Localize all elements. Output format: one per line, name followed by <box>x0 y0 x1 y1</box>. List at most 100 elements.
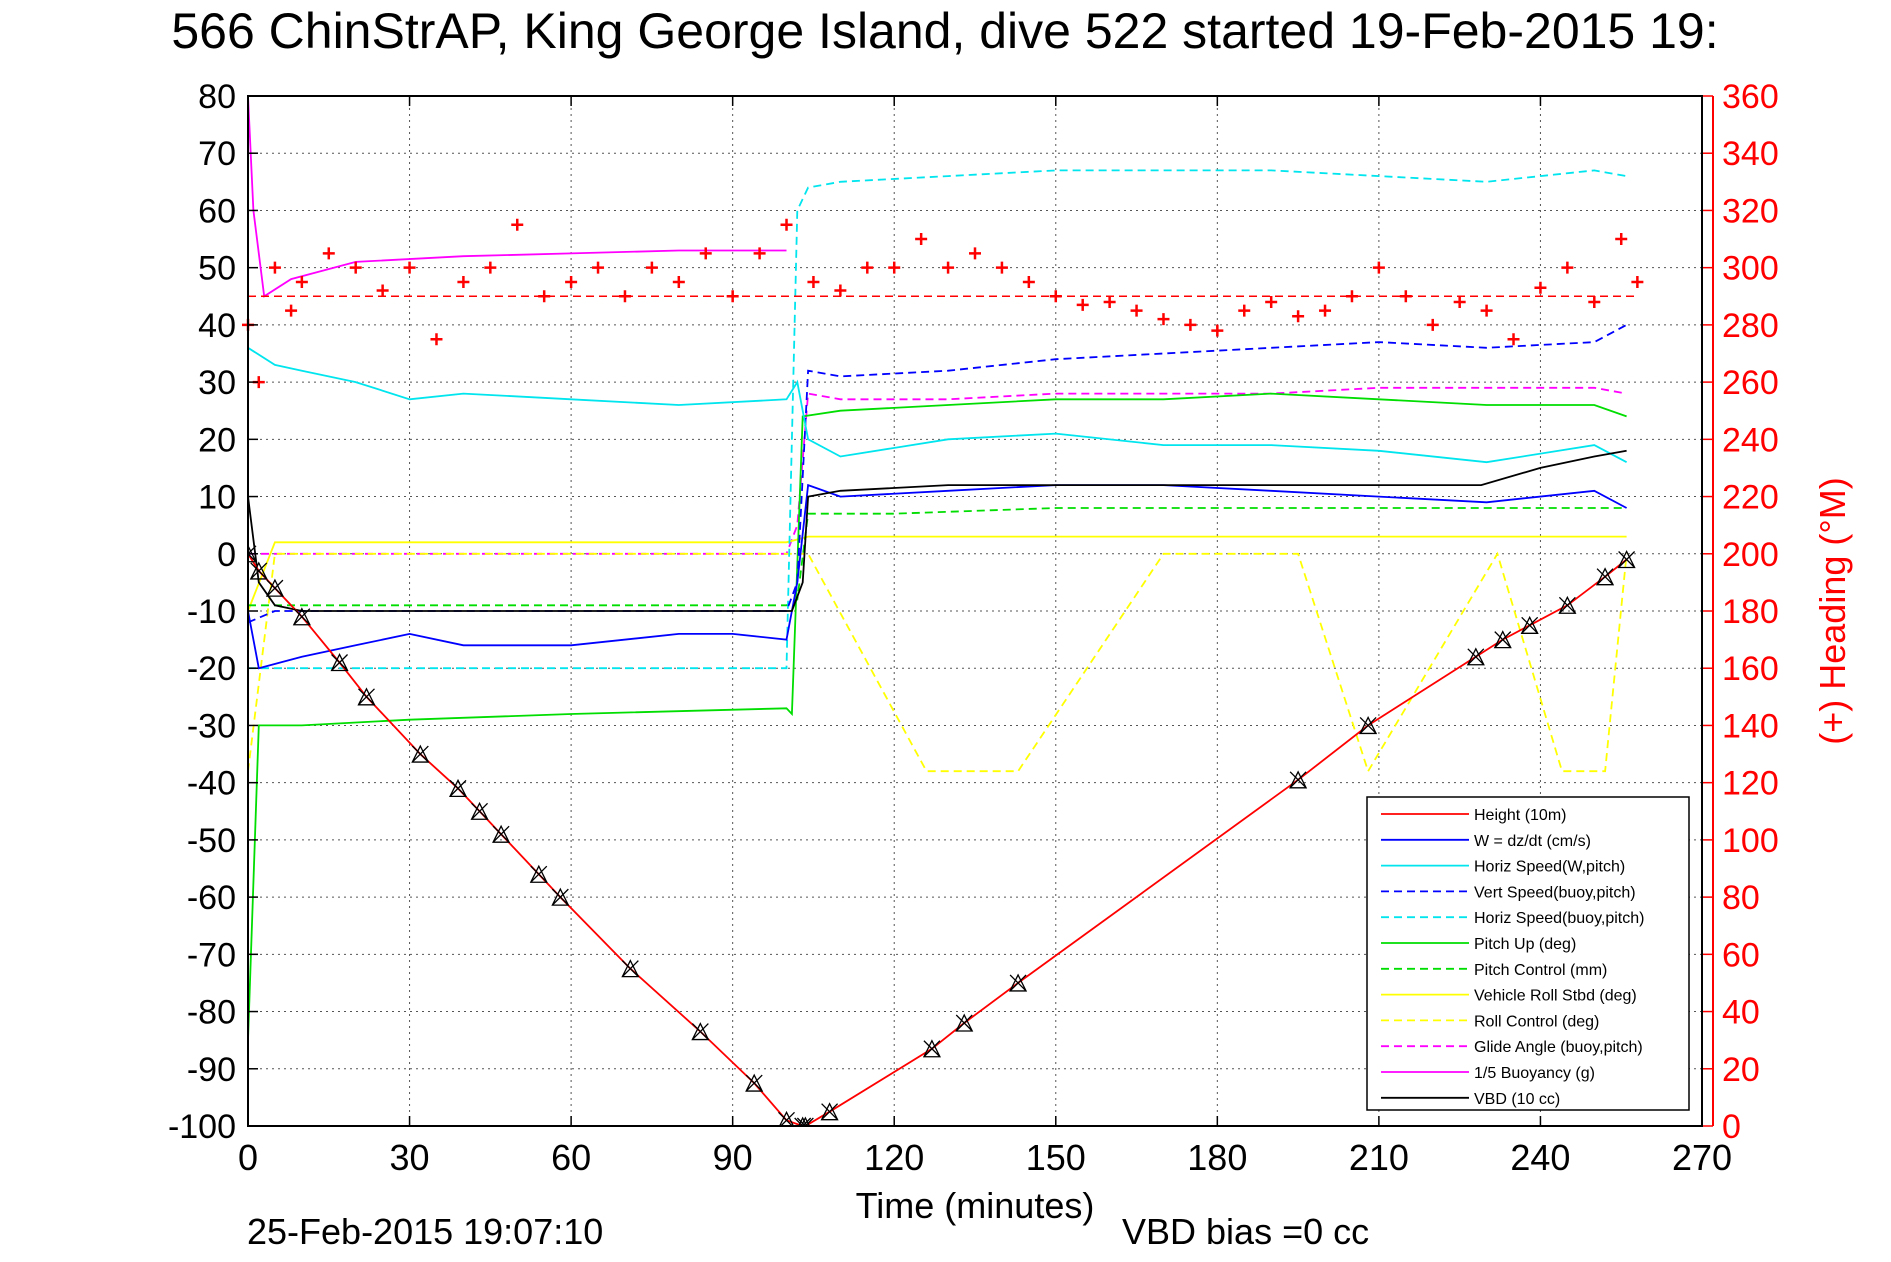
heading-point <box>1631 275 1644 288</box>
height-marker <box>1617 550 1636 569</box>
legend-label: Pitch Up (deg) <box>1474 936 1576 953</box>
legend-label: Height (10m) <box>1474 807 1566 824</box>
height-marker <box>265 578 284 597</box>
heading-point <box>807 275 820 288</box>
right-tick-label: 280 <box>1722 307 1779 345</box>
heading-point <box>565 275 578 288</box>
heading-point <box>295 275 308 288</box>
tick-layer: 0 30 60 90 120 150 180 210 240 270 80 70 60 50 40 30 20 1… <box>168 78 1779 1178</box>
right-tick-label: 40 <box>1722 994 1760 1032</box>
heading-point <box>753 247 766 260</box>
series-line-vehicle-roll-stbd-deg <box>248 535 1627 612</box>
y-tick-label: 0 <box>217 536 236 574</box>
heading-point <box>942 261 955 274</box>
y-tick-label: 10 <box>198 479 236 517</box>
y-tick-label: 20 <box>198 421 236 459</box>
plot-area <box>248 96 1636 1126</box>
heading-point <box>1022 275 1035 288</box>
right-tick-label: 340 <box>1722 135 1779 173</box>
heading-point <box>618 290 631 303</box>
y-tick-label: 50 <box>198 250 236 288</box>
heading-point <box>834 284 847 297</box>
height-marker <box>1493 630 1512 649</box>
heading-point <box>1157 313 1170 326</box>
heading-point <box>1238 304 1251 317</box>
heading-point <box>1534 281 1547 294</box>
y-tick-label: -90 <box>187 1051 236 1089</box>
heading-point <box>268 261 281 274</box>
legend-label: 1/5 Buoyancy (g) <box>1474 1065 1595 1082</box>
heading-point <box>1615 233 1628 246</box>
legend-label: Vert Speed(buoy,pitch) <box>1474 884 1636 901</box>
series-line-vert-speed-buoy-pitch <box>248 324 1628 624</box>
heading-point <box>484 261 497 274</box>
height-marker <box>621 959 640 978</box>
height-marker <box>796 1116 814 1126</box>
y-tick-label: 70 <box>198 135 236 173</box>
legend-label: Horiz Speed(buoy,pitch) <box>1474 910 1644 927</box>
heading-point <box>1211 324 1224 337</box>
height-marker <box>691 1022 710 1041</box>
legend-label: Horiz Speed(W,pitch) <box>1474 859 1625 876</box>
series-line-roll-control-deg <box>248 551 1628 774</box>
right-tick-label: 20 <box>1722 1051 1760 1089</box>
height-marker <box>922 1039 941 1058</box>
heading-point <box>349 261 362 274</box>
height-marker <box>745 1073 764 1092</box>
heading-point <box>1103 296 1116 308</box>
heading-point <box>1345 290 1358 303</box>
right-tick-label: 320 <box>1722 192 1779 230</box>
y-tick-label: -20 <box>187 650 236 688</box>
series-line-horiz-speed-buoy-pitch <box>248 169 1627 670</box>
heading-point <box>969 247 981 260</box>
heading-point <box>1076 298 1089 311</box>
series-line-pitch-up-deg <box>248 392 1627 1041</box>
x-tick-label: 120 <box>864 1137 924 1178</box>
heading-point <box>1130 304 1143 317</box>
x-tick-label: 0 <box>238 1137 258 1178</box>
right-tick-label: 180 <box>1722 593 1779 631</box>
x-tick-label: 150 <box>1026 1137 1086 1178</box>
height-marker <box>1520 615 1539 634</box>
legend-label: Glide Angle (buoy,pitch) <box>1474 1039 1643 1056</box>
heading-point <box>511 218 524 231</box>
heading-point <box>1372 261 1385 274</box>
right-tick-label: 100 <box>1722 822 1779 860</box>
y-tick-label: -30 <box>187 707 236 745</box>
legend-box <box>1366 796 1690 1111</box>
x-tick-label: 90 <box>713 1137 753 1178</box>
y-tick-label: -100 <box>168 1108 236 1146</box>
heading-point <box>1480 304 1493 317</box>
y-tick-label: -10 <box>187 593 236 631</box>
x-axis-label: Time (minutes) <box>856 1185 1095 1226</box>
y-tick-label: 30 <box>198 364 236 402</box>
legend: Height (10m) W = dz/dt (cm/s) Horiz Speed(… <box>1366 796 1690 1111</box>
right-tick-label: 220 <box>1722 479 1779 517</box>
height-marker <box>1359 715 1378 735</box>
height-marker <box>794 1116 812 1126</box>
heading-point <box>430 333 443 346</box>
footer-bias: VBD bias =0 cc <box>1122 1211 1369 1252</box>
heading-point <box>1507 333 1520 346</box>
right-tick-label: 60 <box>1722 936 1760 974</box>
right-tick-label: 140 <box>1722 707 1779 745</box>
heading-point <box>1049 290 1062 303</box>
x-tick-label: 60 <box>551 1137 591 1178</box>
series-layer <box>248 96 1636 1126</box>
heading-point <box>915 233 928 246</box>
series-line-glide-angle-buoy-pitch <box>248 386 1627 555</box>
height-marker <box>470 801 489 820</box>
heading-point <box>780 218 793 231</box>
x-tick-label: 240 <box>1510 1137 1570 1178</box>
heading-point <box>888 261 901 274</box>
heading-point <box>403 261 416 274</box>
right-tick-label: 160 <box>1722 650 1779 688</box>
height-marker <box>1596 567 1615 586</box>
right-tick-label: 200 <box>1722 536 1779 574</box>
height-marker <box>411 744 430 763</box>
y-tick-label: -50 <box>187 822 236 860</box>
heading-point <box>285 304 298 317</box>
heading-point <box>645 261 658 274</box>
